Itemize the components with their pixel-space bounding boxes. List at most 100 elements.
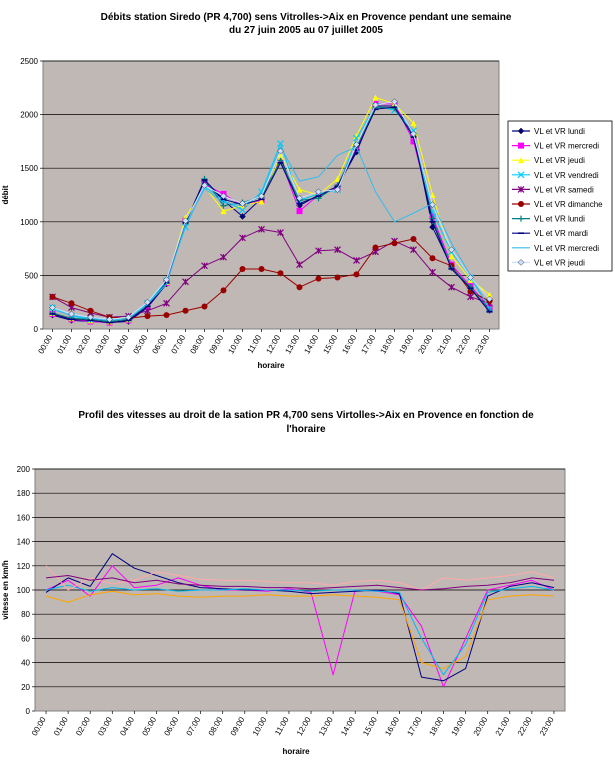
- series-line: [45, 584, 555, 676]
- y-tick-label: 1500: [20, 164, 38, 173]
- x-tick-label: 01:00: [52, 715, 70, 737]
- x-tick-label: 16:00: [340, 333, 358, 355]
- data-point: [353, 133, 360, 140]
- x-tick-label: 11:00: [246, 333, 264, 355]
- chart1-xlabel: horaire: [257, 361, 285, 370]
- x-tick-label: 08:00: [188, 333, 206, 355]
- x-tick-label: 01:00: [55, 333, 73, 355]
- data-point: [106, 316, 113, 323]
- data-point: [296, 261, 303, 269]
- data-point: [258, 265, 265, 272]
- data-point: [201, 182, 208, 189]
- legend-label: VL et VR jeudi: [534, 156, 585, 165]
- y-tick-label: 2000: [20, 111, 38, 120]
- y-tick-label: 100: [17, 586, 31, 595]
- data-point: [163, 312, 170, 319]
- data-point: [239, 206, 246, 214]
- data-point: [277, 140, 284, 147]
- legend-marker: [517, 127, 525, 135]
- x-tick-label: 12:00: [295, 715, 313, 737]
- x-tick-label: 13:00: [317, 715, 335, 737]
- data-point: [296, 186, 303, 193]
- data-point: [182, 278, 189, 286]
- x-tick-label: 12:00: [264, 333, 282, 355]
- data-point: [410, 246, 417, 254]
- x-tick-label: 18:00: [427, 715, 445, 737]
- x-tick-label: 03:00: [93, 333, 111, 355]
- data-point: [182, 307, 189, 314]
- data-point: [49, 293, 56, 300]
- data-point: [239, 213, 246, 220]
- y-tick-label: 120: [17, 562, 31, 571]
- data-point: [163, 299, 170, 307]
- data-point: [391, 105, 398, 112]
- x-tick-label: 02:00: [74, 715, 92, 737]
- data-point: [277, 229, 284, 236]
- x-tick-label: 17:00: [405, 715, 423, 737]
- data-point: [372, 244, 379, 251]
- data-point: [68, 310, 75, 318]
- data-point: [429, 192, 436, 198]
- series-line: [52, 228, 490, 318]
- data-point: [353, 256, 360, 264]
- legend-marker: [518, 142, 524, 149]
- data-point: [410, 120, 417, 127]
- x-tick-label: 19:00: [450, 715, 468, 737]
- x-tick-label: 06:00: [162, 715, 180, 737]
- data-point: [410, 130, 417, 138]
- x-tick-label: 18:00: [378, 333, 396, 355]
- data-point: [334, 175, 341, 182]
- y-tick-label: 40: [21, 659, 30, 668]
- legend-label: VL et VR mercredi: [534, 244, 599, 253]
- x-tick-label: 21:00: [435, 333, 453, 355]
- x-tick-label: 07:00: [185, 715, 203, 737]
- data-point: [334, 274, 341, 281]
- data-point: [277, 147, 284, 155]
- x-tick-label: 06:00: [150, 333, 168, 355]
- series-line: [52, 101, 490, 320]
- data-point: [277, 152, 284, 159]
- y-tick-label: 0: [26, 707, 31, 716]
- data-point: [296, 284, 303, 291]
- data-point: [486, 307, 493, 314]
- legend-label: VL et VR dimanche: [534, 200, 603, 209]
- data-point: [239, 265, 246, 272]
- data-point: [49, 309, 56, 316]
- legend-marker: [518, 157, 524, 164]
- x-tick-label: 15:00: [321, 333, 339, 355]
- y-tick-label: 1000: [20, 218, 38, 227]
- speed-chart: Profil des vitesses au droit de la satio…: [1, 410, 566, 756]
- x-tick-label: 20:00: [472, 715, 490, 737]
- data-point: [410, 235, 417, 242]
- chart1-plot-area: [42, 60, 500, 330]
- x-tick-label: 23:00: [538, 715, 556, 737]
- data-point: [448, 283, 455, 291]
- legend-marker: [517, 259, 525, 266]
- data-point: [87, 313, 94, 321]
- x-tick-label: 07:00: [169, 333, 187, 355]
- data-point: [372, 94, 379, 101]
- chart1-title-line2: du 27 juin 2005 au 07 juillet 2005: [229, 25, 383, 36]
- series-line: [45, 553, 555, 682]
- x-tick-label: 10:00: [226, 333, 244, 355]
- x-tick-label: 05:00: [140, 715, 158, 737]
- y-tick-label: 500: [25, 271, 39, 280]
- legend-marker: [518, 215, 524, 222]
- data-point: [201, 303, 208, 310]
- series-line: [45, 575, 555, 591]
- x-tick-label: 03:00: [96, 715, 114, 737]
- data-point: [220, 287, 227, 294]
- data-point: [429, 255, 436, 262]
- x-tick-label: 00:00: [36, 333, 54, 355]
- series-line: [52, 238, 490, 319]
- data-point: [315, 275, 322, 282]
- data-point: [182, 217, 189, 225]
- y-tick-label: 60: [21, 634, 30, 643]
- chart2-title-line2: l'horaire: [286, 424, 325, 435]
- data-point: [68, 300, 75, 307]
- data-point: [125, 313, 132, 321]
- legend-label: VL et VR lundi: [534, 127, 585, 136]
- data-point: [467, 274, 474, 281]
- data-point: [201, 262, 208, 270]
- x-tick-label: 08:00: [207, 715, 225, 737]
